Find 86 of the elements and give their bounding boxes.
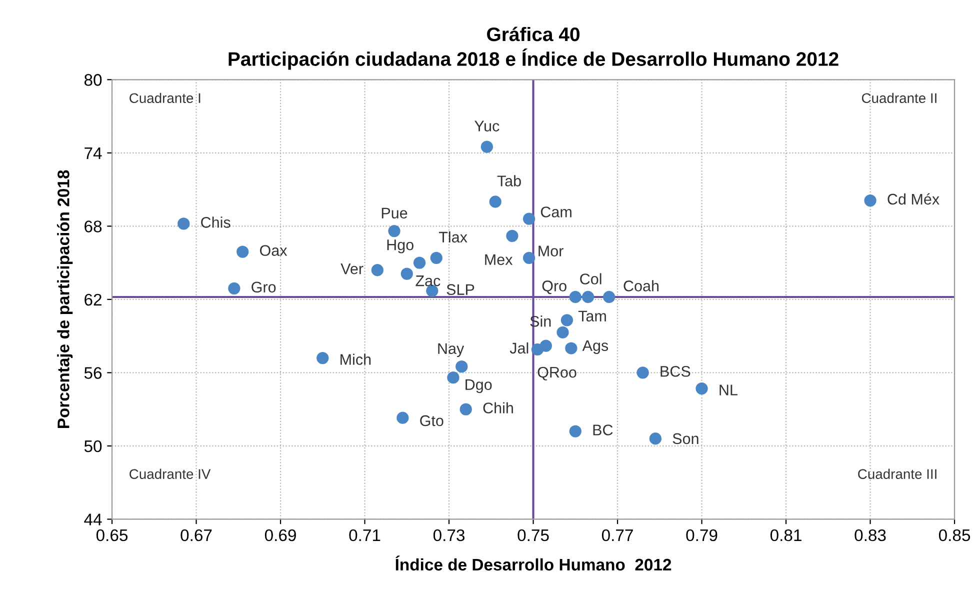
x-tick-label: 0.65 bbox=[96, 529, 128, 542]
point bbox=[696, 382, 708, 395]
annotation: Chis bbox=[201, 216, 230, 228]
x-tick-label: 0.81 bbox=[770, 529, 802, 542]
annotation: Tam bbox=[578, 310, 606, 322]
x-tick-label: 0.77 bbox=[602, 529, 633, 542]
point bbox=[396, 412, 409, 424]
annotation: QRoo bbox=[538, 366, 576, 380]
annotation: Mich bbox=[340, 354, 371, 365]
annotation: Son bbox=[672, 433, 698, 444]
point bbox=[456, 360, 468, 373]
y-tick-label: 56 bbox=[84, 367, 102, 379]
point bbox=[460, 403, 472, 416]
y-axis-title: Porcentaje de participación 2018 bbox=[56, 170, 73, 428]
y-tick-label: 62 bbox=[84, 294, 102, 306]
point bbox=[603, 290, 616, 304]
annotation: BCS bbox=[660, 366, 690, 377]
annotation: Cd Méx bbox=[888, 193, 940, 205]
point bbox=[388, 224, 400, 238]
point bbox=[556, 326, 569, 338]
point bbox=[236, 246, 249, 258]
point bbox=[649, 432, 662, 445]
annotation: Cuadrante IV bbox=[130, 468, 211, 479]
x-tick-label: 0.79 bbox=[686, 529, 718, 542]
annotation: Zac bbox=[416, 276, 440, 286]
annotation: Gro bbox=[252, 282, 276, 293]
annotation: Ver bbox=[340, 264, 364, 274]
point bbox=[228, 282, 240, 295]
annotation: Qro bbox=[542, 280, 566, 294]
point bbox=[636, 366, 649, 379]
annotation: Jal bbox=[510, 342, 528, 354]
annotation: SLP bbox=[446, 284, 474, 295]
annotation: Cam bbox=[540, 206, 572, 218]
point bbox=[316, 352, 329, 364]
point bbox=[430, 252, 442, 264]
annotation: Col bbox=[580, 273, 602, 284]
point bbox=[480, 140, 493, 153]
y-tick-label: 50 bbox=[84, 440, 102, 452]
y-tick-label: 74 bbox=[84, 147, 102, 159]
point bbox=[489, 196, 502, 208]
point bbox=[569, 290, 582, 304]
point bbox=[560, 314, 574, 326]
x-tick-label: 0.75 bbox=[518, 529, 549, 542]
y-tick-label: 44 bbox=[84, 514, 102, 526]
annotation: Mor bbox=[538, 246, 564, 256]
annotation: Tab bbox=[497, 175, 521, 186]
point bbox=[178, 218, 190, 230]
point bbox=[371, 264, 384, 276]
point bbox=[864, 194, 876, 207]
x-tick-label: 0.83 bbox=[854, 529, 886, 542]
point bbox=[447, 371, 460, 384]
y-tick-label: 68 bbox=[84, 220, 102, 232]
point bbox=[540, 340, 552, 352]
annotation: Nay bbox=[438, 343, 464, 358]
x-axis-title: Índice de Desarrollo Humano 2012 bbox=[396, 556, 672, 571]
point bbox=[565, 342, 578, 354]
point bbox=[506, 230, 518, 242]
point bbox=[522, 252, 536, 264]
point bbox=[522, 212, 536, 225]
chart-title: Gráfica 40 Participación ciudadana 2018 e Índice de Desarrollo Humano 2012 bbox=[228, 26, 838, 70]
annotation: Mex bbox=[485, 254, 513, 266]
annotation: Coah bbox=[624, 280, 659, 292]
point bbox=[582, 290, 594, 304]
x-tick-label: 0.67 bbox=[180, 529, 212, 542]
annotation: Hgo bbox=[387, 240, 414, 254]
annotation: Pue bbox=[382, 208, 408, 218]
x-tick-label: 0.85 bbox=[938, 529, 970, 542]
annotation: Oax bbox=[260, 245, 288, 256]
annotation: NL bbox=[720, 384, 738, 396]
y-tick-label: 80 bbox=[84, 74, 102, 86]
annotation: Dgo bbox=[466, 379, 492, 394]
x-tick-label: 0.69 bbox=[264, 529, 296, 542]
x-tick-label: 0.73 bbox=[433, 529, 464, 542]
point bbox=[400, 268, 413, 280]
annotation: Cuadrante I bbox=[130, 92, 200, 104]
annotation: Chih bbox=[483, 402, 513, 414]
point bbox=[413, 256, 426, 269]
annotation: Cuadrante III bbox=[858, 468, 936, 479]
annotation: Yuc bbox=[474, 120, 500, 132]
annotation: Ags bbox=[582, 340, 608, 354]
annotation: BC bbox=[593, 424, 613, 436]
point bbox=[569, 425, 582, 438]
x-tick-label: 0.71 bbox=[349, 529, 380, 542]
annotation: Gto bbox=[420, 415, 444, 426]
annotation: Tlax bbox=[438, 231, 468, 243]
annotation: Cuadrante II bbox=[862, 92, 936, 104]
